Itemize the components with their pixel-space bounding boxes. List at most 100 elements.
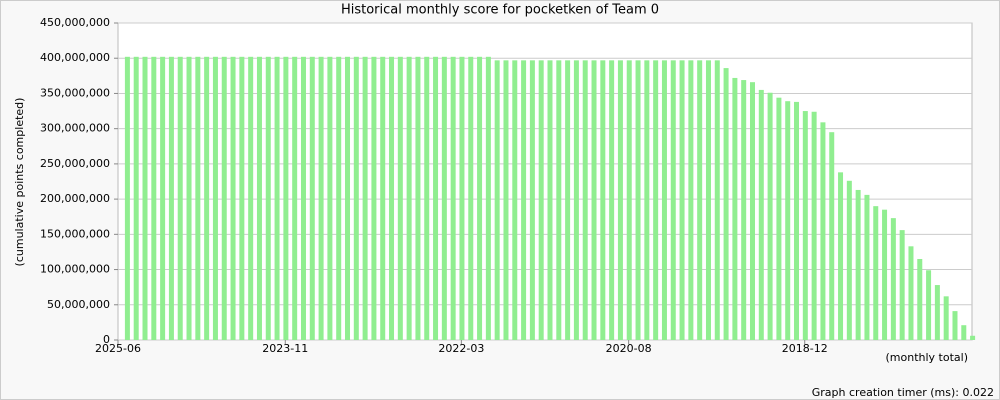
bar (204, 56, 210, 341)
bar (890, 218, 896, 340)
bar (186, 56, 192, 341)
bar (327, 56, 333, 341)
bar (794, 101, 800, 340)
bar (362, 56, 368, 341)
bar (300, 56, 306, 341)
bar (142, 56, 148, 341)
bar (934, 285, 940, 340)
bar (124, 56, 130, 341)
y-tick-label: 150,000,000 (40, 227, 110, 240)
bar (644, 60, 650, 340)
y-tick-label: 350,000,000 (40, 86, 110, 99)
bar (212, 56, 218, 341)
bar (855, 189, 861, 340)
bar (609, 60, 615, 340)
bar (177, 56, 183, 341)
bar (565, 60, 571, 340)
x-note: (monthly total) (886, 351, 969, 364)
bar (617, 60, 623, 340)
bar (697, 60, 703, 340)
bar (380, 56, 386, 341)
bar (336, 56, 342, 341)
bar (345, 56, 351, 341)
bar (353, 56, 359, 341)
bar (758, 89, 764, 340)
bar (547, 60, 553, 340)
bar (873, 206, 879, 340)
bar (749, 82, 755, 340)
bar (573, 60, 579, 340)
bar (309, 56, 315, 341)
bar (512, 60, 518, 340)
bar (670, 60, 676, 340)
bar (741, 80, 747, 340)
bar (864, 194, 870, 340)
bar (732, 77, 738, 341)
bar (899, 230, 905, 340)
bar (521, 60, 527, 340)
y-tick-label: 300,000,000 (40, 122, 110, 135)
y-tick-label: 0 (103, 333, 110, 346)
bar (926, 270, 932, 340)
bar (151, 56, 157, 341)
bar (265, 56, 271, 341)
bar (274, 56, 280, 341)
bar (661, 60, 667, 340)
bar (626, 60, 632, 340)
x-tick-label: 2025-06 (95, 342, 141, 355)
bar (424, 56, 430, 341)
x-tick-label: 2018-12 (782, 342, 828, 355)
bar (582, 60, 588, 340)
bar (168, 56, 174, 341)
bar (133, 56, 139, 341)
chart-title: Historical monthly score for pocketken o… (341, 3, 659, 18)
bar (415, 56, 421, 341)
bar (679, 60, 685, 340)
bar (477, 56, 483, 341)
bar (441, 56, 447, 341)
y-tick-label: 50,000,000 (47, 298, 110, 311)
bar (811, 111, 817, 340)
bar (230, 56, 236, 341)
bar (785, 101, 791, 341)
plot-area (117, 22, 973, 341)
bar (248, 56, 254, 341)
bar (970, 335, 976, 340)
bar (838, 172, 844, 340)
y-tick-label: 450,000,000 (40, 16, 110, 29)
y-tick-label: 400,000,000 (40, 51, 110, 64)
bar (802, 111, 808, 340)
bar (503, 60, 509, 340)
bar (714, 60, 720, 340)
bar (952, 311, 958, 340)
bar (318, 56, 324, 341)
bar (406, 56, 412, 341)
bar (239, 56, 245, 341)
bar (397, 56, 403, 341)
bar (688, 60, 694, 340)
bar (829, 132, 835, 340)
bar (529, 60, 535, 340)
bar (908, 246, 914, 340)
bar (846, 180, 852, 340)
bar (494, 60, 500, 340)
bar (820, 122, 826, 341)
bar (371, 56, 377, 341)
bar (635, 60, 641, 340)
bar (468, 56, 474, 341)
bar (882, 209, 888, 340)
bar (767, 92, 773, 341)
bar (961, 325, 967, 340)
x-tick-label: 2023-11 (262, 342, 308, 355)
bar (283, 56, 289, 341)
y-axis-label: (cumulative points completed) (13, 98, 26, 267)
bar (292, 56, 298, 341)
bar (776, 97, 782, 340)
bar (485, 56, 491, 341)
footer: Graph creation timer (ms): 0.022 (812, 386, 994, 399)
bar (723, 68, 729, 340)
x-tick-label: 2022-03 (438, 342, 484, 355)
x-tick-label: 2020-08 (606, 342, 652, 355)
bar (943, 296, 949, 340)
bar (917, 258, 923, 340)
